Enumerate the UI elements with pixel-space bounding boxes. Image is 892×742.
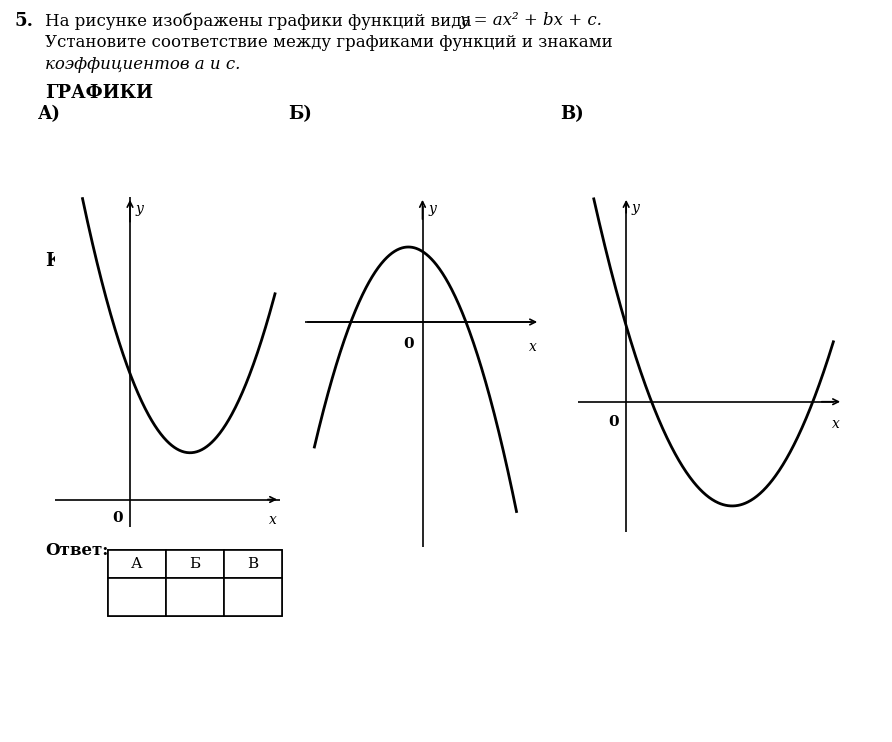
Text: 0: 0 xyxy=(608,415,619,429)
Text: коэффициентов a и c.: коэффициентов a и c. xyxy=(45,56,240,73)
Bar xyxy=(224,578,282,616)
Text: ГРАФИКИ: ГРАФИКИ xyxy=(45,84,153,102)
Text: 5.: 5. xyxy=(14,12,33,30)
Bar xyxy=(224,550,282,578)
Text: a < 0, c < 0: a < 0, c < 0 xyxy=(85,366,185,383)
Text: a < 0, c > 0: a < 0, c > 0 xyxy=(85,338,185,355)
Text: y: y xyxy=(632,201,640,214)
Text: На рисунке изображены графики функций вида: На рисунке изображены графики функций ви… xyxy=(45,12,476,30)
Text: 2): 2) xyxy=(62,310,81,327)
Text: x: x xyxy=(832,416,839,430)
Text: y: y xyxy=(136,203,144,217)
Bar xyxy=(166,550,224,578)
Text: 4): 4) xyxy=(62,366,81,383)
Text: a > 0, c < 0: a > 0, c < 0 xyxy=(85,310,185,327)
Text: 0: 0 xyxy=(112,510,122,525)
Text: А: А xyxy=(131,557,143,571)
Text: В): В) xyxy=(560,105,583,123)
Bar xyxy=(108,550,166,578)
Bar xyxy=(108,578,166,616)
Bar xyxy=(166,578,224,616)
Text: А): А) xyxy=(38,105,61,123)
Text: 0: 0 xyxy=(403,337,414,351)
Text: 1): 1) xyxy=(62,282,81,299)
Text: y: y xyxy=(428,202,436,216)
Text: a > 0, c > 0: a > 0, c > 0 xyxy=(85,282,185,299)
Text: y = ax² + bx + c.: y = ax² + bx + c. xyxy=(460,12,603,29)
Text: Б): Б) xyxy=(288,105,312,123)
Text: Б: Б xyxy=(189,557,201,571)
Text: Установите соответствие между графиками функций и знаками: Установите соответствие между графиками … xyxy=(45,34,613,51)
Text: КОЭФФИЦИЕНТЫ: КОЭФФИЦИЕНТЫ xyxy=(45,252,243,270)
Text: В: В xyxy=(247,557,259,571)
Text: Ответ:: Ответ: xyxy=(45,542,108,559)
Bar xyxy=(108,550,282,616)
Text: x: x xyxy=(268,513,277,528)
Text: 3): 3) xyxy=(62,338,81,355)
Text: x: x xyxy=(529,340,537,353)
